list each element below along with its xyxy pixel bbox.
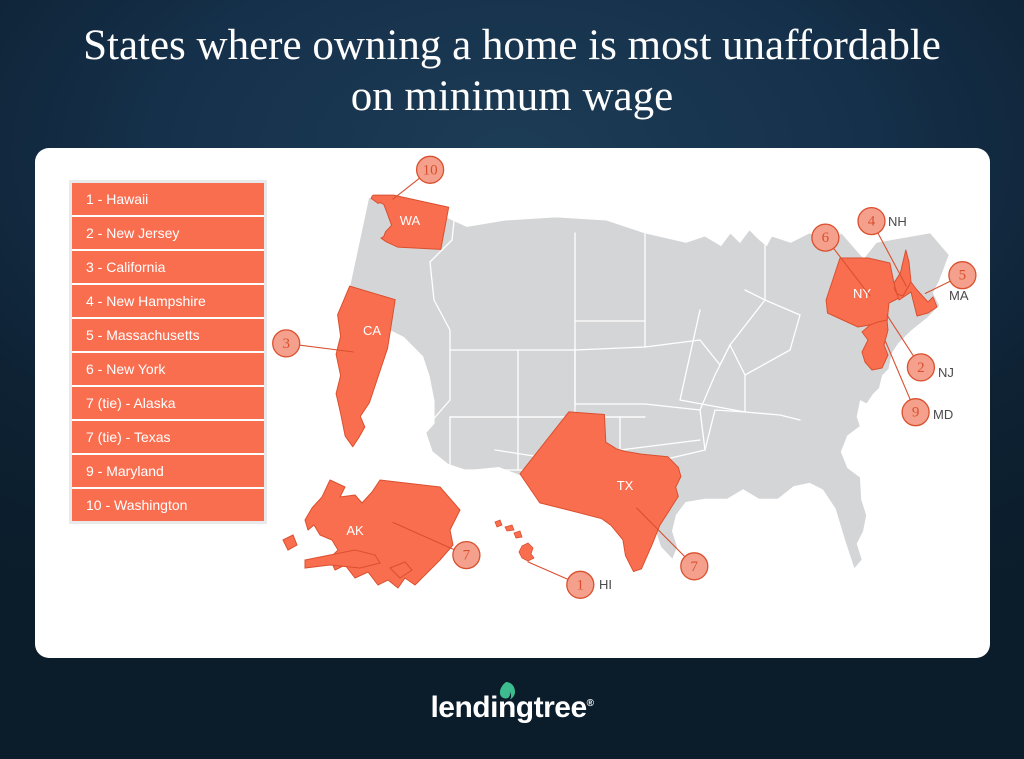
svg-text:WA: WA — [400, 213, 421, 228]
svg-text:TX: TX — [617, 478, 634, 493]
svg-text:7: 7 — [691, 559, 699, 575]
svg-text:1: 1 — [577, 577, 585, 593]
svg-text:10: 10 — [423, 162, 438, 178]
svg-text:MD: MD — [933, 407, 953, 422]
svg-text:9: 9 — [912, 405, 920, 421]
svg-text:3: 3 — [282, 336, 290, 352]
svg-text:6: 6 — [822, 230, 830, 246]
svg-text:NH: NH — [888, 214, 907, 229]
svg-text:7: 7 — [463, 548, 471, 564]
svg-text:HI: HI — [599, 577, 612, 592]
svg-text:CA: CA — [363, 323, 381, 338]
svg-text:NJ: NJ — [938, 365, 954, 380]
svg-text:4: 4 — [868, 214, 876, 230]
svg-text:MA: MA — [949, 288, 969, 303]
svg-text:AK: AK — [346, 523, 364, 538]
svg-text:2: 2 — [917, 360, 925, 376]
svg-text:5: 5 — [959, 268, 967, 284]
